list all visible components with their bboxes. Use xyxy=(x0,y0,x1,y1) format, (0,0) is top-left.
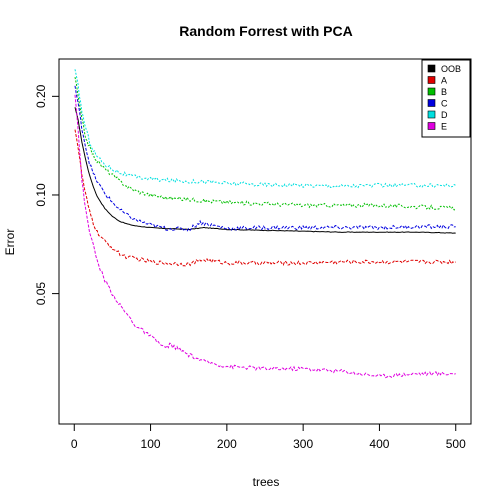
legend-label-c: C xyxy=(441,99,448,109)
legend-swatch-c xyxy=(427,99,436,107)
legend-label-oob: OOB xyxy=(441,64,461,74)
series-line-c xyxy=(74,85,456,232)
x-tick-label: 400 xyxy=(369,437,389,451)
x-axis: 0 100 200 300 400 500 xyxy=(71,423,466,451)
legend-swatch-a xyxy=(427,76,436,84)
chart-title: Random Forrest with PCA xyxy=(179,23,352,39)
series-line-a xyxy=(74,129,456,267)
series-line-oob xyxy=(74,107,456,234)
x-tick-label: 100 xyxy=(141,437,161,451)
legend-label-e: E xyxy=(441,122,447,132)
x-tick-label: 0 xyxy=(71,437,78,451)
legend-swatch-b xyxy=(427,87,436,96)
legend-label-a: A xyxy=(441,76,447,86)
legend-swatch-e xyxy=(427,122,436,130)
legend-swatch-oob xyxy=(427,64,436,73)
legend-label-b: B xyxy=(441,87,447,97)
legend-swatch-d xyxy=(427,110,436,119)
x-tick-label: 300 xyxy=(293,437,313,451)
series-line-e xyxy=(74,94,456,379)
series-layer xyxy=(74,69,457,379)
x-tick-label: 200 xyxy=(217,437,237,451)
series-line-b xyxy=(74,77,457,211)
y-axis: 0.05 0.10 0.20 xyxy=(34,84,60,306)
y-tick-label: 0.10 xyxy=(34,183,48,207)
x-tick-label: 500 xyxy=(446,437,466,451)
y-tick-label: 0.05 xyxy=(34,282,48,306)
y-axis-label: Error xyxy=(3,229,17,256)
x-axis-label: trees xyxy=(253,475,280,489)
series-line-d xyxy=(74,69,456,189)
legend-label-d: D xyxy=(441,110,448,120)
y-tick-label: 0.20 xyxy=(34,84,48,108)
